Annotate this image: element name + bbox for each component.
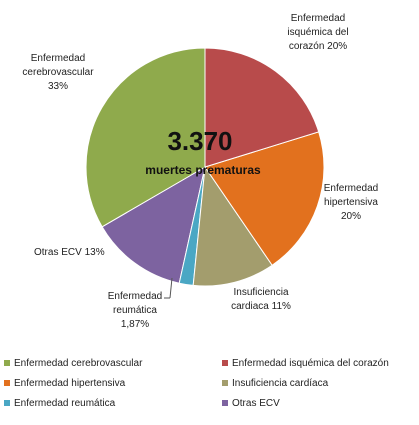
legend-swatch: [4, 400, 10, 407]
data-label: Enfermedad cerebrovascular 33%: [22, 53, 94, 92]
legend-label: Enfermedad hipertensiva: [14, 378, 126, 389]
data-label: Enfermedad hipertensiva 20%: [323, 183, 379, 222]
pie-slice: [204, 131, 325, 266]
legend-item: Otras ECV: [222, 398, 280, 409]
legend-label: Enfermedad reumática: [14, 398, 116, 409]
legend-label: Enfermedad cerebrovascular: [14, 358, 143, 369]
legend-swatch: [4, 380, 10, 387]
data-label: Enfermedad isquémica del corazón 20%: [287, 13, 349, 52]
data-label: Otras ECV 13%: [34, 247, 105, 258]
pie-slice: [192, 165, 273, 287]
legend-label: Enfermedad isquémica del corazón: [232, 358, 389, 369]
legend-label: Insuficiencia cardíaca: [232, 378, 329, 389]
pie-slice: [204, 47, 320, 168]
legend-item: Enfermedad reumática: [4, 398, 115, 409]
legend-item: Enfermedad cerebrovascular: [4, 358, 142, 369]
pie-slice: [85, 47, 206, 228]
center-value: 3.370: [167, 126, 232, 156]
legend-label: Otras ECV: [232, 398, 280, 409]
legend-swatch: [222, 360, 228, 367]
legend-item: Enfermedad hipertensiva: [4, 378, 125, 389]
data-label: Insuficiencia cardiaca 11%: [231, 287, 291, 312]
legend-swatch: [4, 360, 10, 367]
legend-swatch: [222, 380, 228, 387]
center-caption: muertes prematuras: [145, 163, 261, 177]
legend-item: Enfermedad isquémica del corazón: [222, 358, 389, 369]
pie-slice: [101, 165, 206, 284]
legend-swatch: [222, 400, 228, 407]
data-label: Enfermedad reumática 1,87%: [107, 291, 163, 330]
legend-item: Insuficiencia cardíaca: [222, 378, 328, 389]
leader-line: [169, 277, 173, 299]
